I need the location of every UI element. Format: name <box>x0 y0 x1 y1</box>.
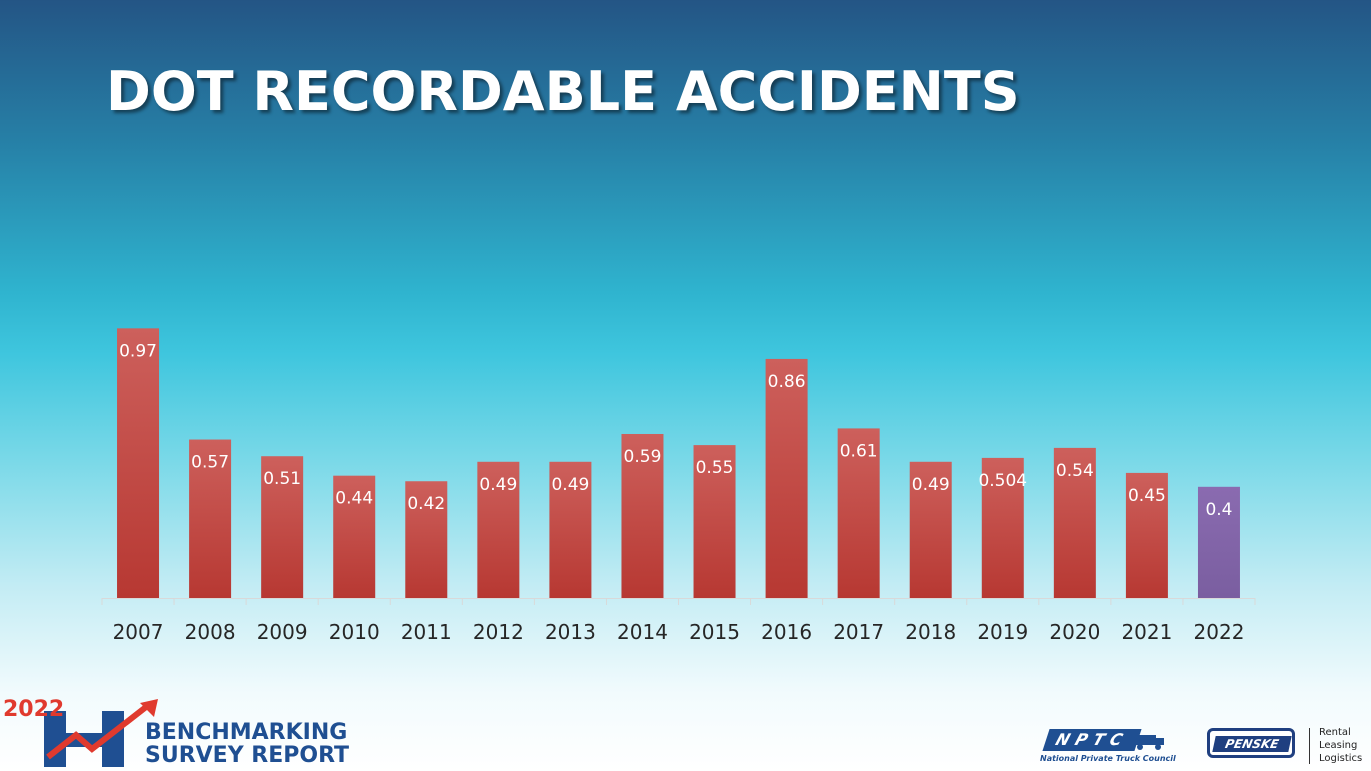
x-tick-label-2017: 2017 <box>833 620 884 644</box>
x-tick-label-2015: 2015 <box>689 620 740 644</box>
nptc-tagline: National Private Truck Council <box>1040 754 1176 763</box>
benchmark-trend-icon <box>44 699 158 767</box>
data-label-2011: 0.42 <box>407 494 445 514</box>
truck-icon <box>1134 735 1164 750</box>
data-label-2013: 0.49 <box>551 475 589 495</box>
data-label-2019: 0.504 <box>978 471 1027 491</box>
data-label-2015: 0.55 <box>696 458 734 478</box>
penske-services: Rental Leasing Logistics <box>1319 726 1362 765</box>
bar-2017 <box>837 428 880 598</box>
x-tick-label-2007: 2007 <box>113 620 164 644</box>
data-label-2018: 0.49 <box>912 475 950 495</box>
x-tick-label-2019: 2019 <box>977 620 1028 644</box>
bar-2022 <box>1197 486 1240 598</box>
data-label-2016: 0.86 <box>768 372 806 392</box>
x-tick-label-2016: 2016 <box>761 620 812 644</box>
penske-logo: PENSKE <box>1207 726 1307 762</box>
data-label-2021: 0.45 <box>1128 486 1166 506</box>
data-label-2010: 0.44 <box>335 489 373 509</box>
bar-2012 <box>477 461 520 598</box>
x-tick-label-2020: 2020 <box>1049 620 1100 644</box>
slide-title: DOT RECORDABLE ACCIDENTS <box>106 60 1020 123</box>
x-tick-label-2011: 2011 <box>401 620 452 644</box>
benchmark-title-line1: BENCHMARKING <box>145 720 348 745</box>
x-tick-label-2012: 2012 <box>473 620 524 644</box>
bar-2020 <box>1053 447 1096 598</box>
nptc-wordmark: NPTC <box>1042 729 1142 751</box>
bar-2015 <box>693 445 736 598</box>
bar-2018 <box>909 461 952 598</box>
data-label-2020: 0.54 <box>1056 461 1094 481</box>
bar-2019 <box>981 457 1024 598</box>
bar-2011 <box>405 481 448 598</box>
penske-tag-rental: Rental <box>1319 727 1351 738</box>
bar-2010 <box>333 475 376 598</box>
penske-divider <box>1309 728 1310 764</box>
data-label-2014: 0.59 <box>624 447 662 467</box>
data-label-2022: 0.4 <box>1205 500 1232 520</box>
bar-2007 <box>117 328 160 598</box>
data-label-2017: 0.61 <box>840 441 878 461</box>
x-tick-label-2008: 2008 <box>185 620 236 644</box>
x-tick-label-2021: 2021 <box>1121 620 1172 644</box>
bar-2021 <box>1125 472 1168 598</box>
benchmarking-survey-logo: 2022 BENCHMARKING SURVEY REPORT <box>0 697 370 771</box>
bar-chart: 0.97 0.57 0.51 0.44 0.42 0.49 0.49 0.59 0.55 0.86… <box>101 328 1256 644</box>
penske-wordmark: PENSKE <box>1212 736 1292 752</box>
benchmark-title-line2: SURVEY REPORT <box>145 743 350 768</box>
bar-2008 <box>189 439 232 598</box>
data-label-2012: 0.49 <box>479 475 517 495</box>
bar-2016 <box>765 358 808 598</box>
bar-2014 <box>621 433 664 598</box>
bar-2009 <box>261 456 304 598</box>
nptc-logo: NPTC National Private Truck Council <box>1040 726 1176 768</box>
data-label-2009: 0.51 <box>263 469 301 489</box>
benchmark-year: 2022 <box>3 697 65 722</box>
penske-tag-leasing: Leasing <box>1319 740 1358 751</box>
x-tick-label-2010: 2010 <box>329 620 380 644</box>
penske-badge: PENSKE <box>1207 728 1295 758</box>
x-tick-label-2009: 2009 <box>257 620 308 644</box>
x-tick-label-2018: 2018 <box>905 620 956 644</box>
bar-2013 <box>549 461 592 598</box>
data-label-2007: 0.97 <box>119 341 157 361</box>
x-tick-label-2022: 2022 <box>1194 620 1245 644</box>
x-tick-label-2014: 2014 <box>617 620 668 644</box>
x-tick-label-2013: 2013 <box>545 620 596 644</box>
data-label-2008: 0.57 <box>191 453 229 473</box>
penske-tag-logistics: Logistics <box>1319 753 1363 764</box>
